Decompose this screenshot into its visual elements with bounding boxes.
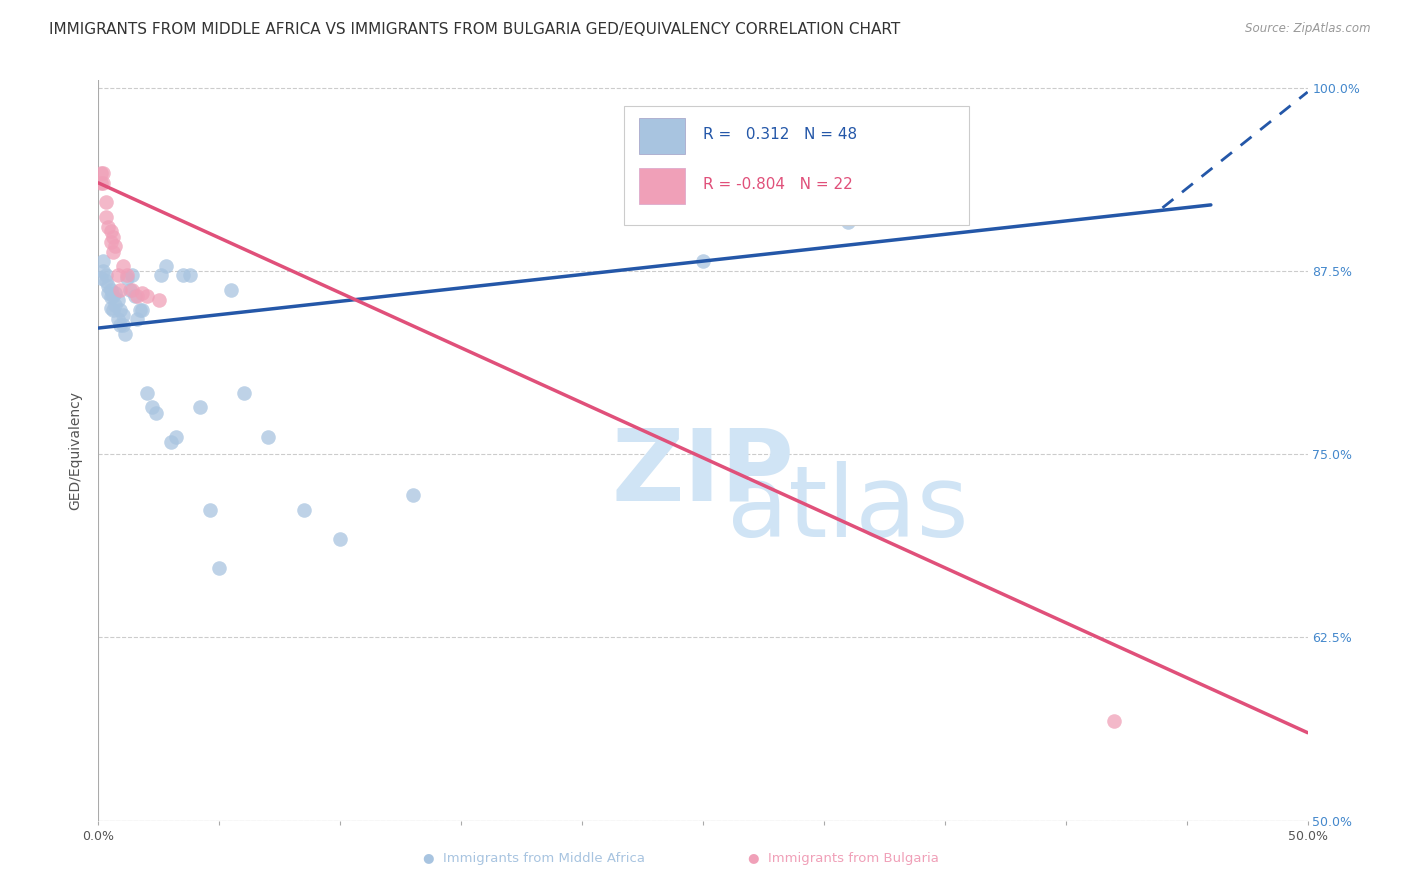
Point [108, 318, 131, 332]
Point [208, 561, 231, 575]
Point [101, 244, 124, 259]
Point [104, 285, 127, 300]
Point [107, 312, 129, 326]
Point [104, 239, 127, 253]
Point [90, 166, 112, 180]
Point [91, 264, 114, 278]
Point [165, 429, 187, 443]
Point [94, 274, 117, 288]
Point [127, 312, 149, 326]
Point [94, 210, 117, 224]
Point [117, 268, 139, 283]
Point [100, 290, 122, 304]
Point [1102, 714, 1125, 728]
Point [97, 278, 120, 293]
Point [198, 503, 221, 517]
Point [150, 268, 173, 283]
Point [104, 297, 127, 311]
Text: R = -0.804   N = 22: R = -0.804 N = 22 [703, 178, 853, 192]
Point [114, 326, 136, 341]
Point [135, 385, 157, 400]
Point [100, 283, 122, 297]
Text: ZIP: ZIP [612, 425, 794, 521]
Point [111, 260, 134, 274]
Point [121, 268, 143, 283]
Point [256, 429, 278, 443]
Point [107, 293, 129, 308]
Point [101, 303, 124, 318]
Bar [638, 118, 685, 153]
Point [91, 166, 114, 180]
Point [148, 293, 170, 308]
Text: R =   0.312   N = 48: R = 0.312 N = 48 [703, 127, 858, 142]
Point [100, 224, 122, 238]
Point [127, 289, 149, 303]
Point [221, 283, 243, 297]
Point [141, 401, 163, 415]
Point [108, 303, 131, 318]
Point [329, 532, 352, 546]
Bar [638, 169, 685, 204]
Point [155, 260, 177, 274]
Point [837, 215, 859, 229]
Point [135, 289, 157, 303]
Point [111, 308, 134, 322]
Point [131, 303, 153, 318]
Point [188, 401, 211, 415]
Y-axis label: GED/Equivalency: GED/Equivalency [69, 391, 83, 510]
Point [101, 230, 124, 244]
Point [91, 253, 114, 268]
Point [292, 503, 315, 517]
Point [118, 283, 141, 297]
Point [124, 289, 146, 303]
Point [117, 271, 139, 285]
Point [179, 268, 201, 283]
Point [97, 219, 120, 234]
Point [111, 318, 134, 332]
Text: ●  Immigrants from Bulgaria: ● Immigrants from Bulgaria [748, 852, 939, 865]
Point [91, 176, 114, 190]
Point [160, 435, 183, 450]
Point [101, 289, 124, 303]
Point [121, 283, 143, 297]
Point [108, 283, 131, 297]
Point [90, 176, 112, 190]
Point [128, 303, 150, 318]
Point [100, 235, 122, 249]
Point [131, 285, 153, 300]
Point [402, 488, 425, 502]
Point [100, 301, 122, 315]
Point [232, 385, 254, 400]
Text: atlas: atlas [727, 461, 969, 558]
Text: ●  Immigrants from Middle Africa: ● Immigrants from Middle Africa [423, 852, 645, 865]
Point [145, 406, 167, 420]
Point [94, 268, 117, 283]
Point [94, 194, 117, 209]
Point [172, 268, 194, 283]
Point [97, 285, 120, 300]
Point [107, 268, 129, 283]
Text: IMMIGRANTS FROM MIDDLE AFRICA VS IMMIGRANTS FROM BULGARIA GED/EQUIVALENCY CORREL: IMMIGRANTS FROM MIDDLE AFRICA VS IMMIGRA… [49, 22, 900, 37]
Point [692, 253, 714, 268]
Point [90, 271, 112, 285]
Text: Source: ZipAtlas.com: Source: ZipAtlas.com [1246, 22, 1371, 36]
FancyBboxPatch shape [624, 106, 969, 225]
